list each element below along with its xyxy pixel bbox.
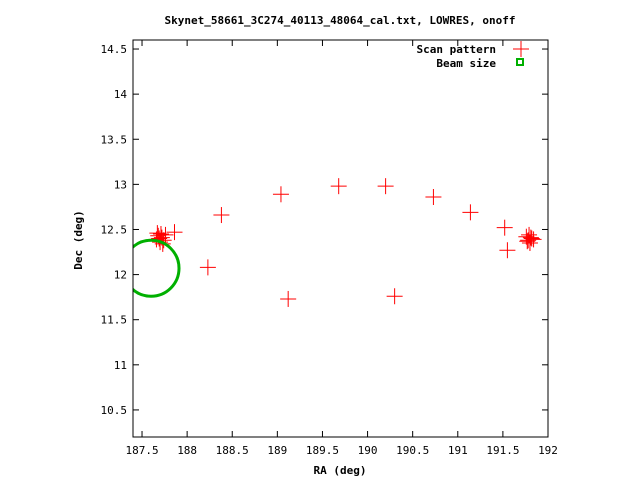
scan-point xyxy=(166,224,183,241)
x-tick-label: 188.5 xyxy=(216,444,249,457)
scan-point xyxy=(157,226,174,243)
scan-point xyxy=(199,259,216,276)
scan-point xyxy=(280,290,297,307)
scan-point xyxy=(496,219,513,236)
legend-marker-beam-size xyxy=(516,58,524,66)
y-tick-label: 13 xyxy=(114,178,127,191)
scan-point xyxy=(152,225,169,242)
legend-label-scan-pattern: Scan pattern xyxy=(417,43,496,56)
y-tick-label: 14.5 xyxy=(101,43,128,56)
scan-point xyxy=(386,288,403,305)
scan-point xyxy=(425,188,442,205)
y-tick-label: 11 xyxy=(114,359,127,372)
legend: Scan pattern Beam size xyxy=(417,41,529,70)
scan-point xyxy=(519,233,536,250)
y-tick-label: 11.5 xyxy=(101,314,128,327)
y-tick-label: 13.5 xyxy=(101,133,128,146)
x-tick-label: 190.5 xyxy=(396,444,429,457)
scan-point xyxy=(521,226,538,243)
plot-frame xyxy=(132,39,549,438)
x-tick-label: 190 xyxy=(358,444,378,457)
x-tick-label: 192 xyxy=(538,444,558,457)
x-axis-label: RA (deg) xyxy=(314,464,367,477)
x-tick-label: 187.5 xyxy=(125,444,158,457)
beam-size-circle xyxy=(133,238,181,298)
scan-point xyxy=(522,229,539,246)
scan-point xyxy=(330,178,347,195)
scan-point xyxy=(523,230,540,247)
scan-point xyxy=(462,204,479,221)
legend-label-beam-size: Beam size xyxy=(436,57,496,70)
x-tick-label: 189 xyxy=(267,444,287,457)
x-tick-label: 191 xyxy=(448,444,468,457)
y-tick-label: 12 xyxy=(114,269,127,282)
y-tick-label: 14 xyxy=(114,88,128,101)
scan-point xyxy=(377,178,394,195)
y-tick-label: 12.5 xyxy=(101,223,128,236)
y-axis-label: Dec (deg) xyxy=(72,210,85,270)
scan-point xyxy=(213,207,230,224)
x-tick-label: 189.5 xyxy=(306,444,339,457)
scan-point xyxy=(525,231,542,248)
y-tick-label: 10.5 xyxy=(101,404,128,417)
x-tick-label: 188 xyxy=(177,444,197,457)
scan-point xyxy=(499,242,516,259)
scan-point xyxy=(272,186,289,203)
legend-marker-scan-pattern xyxy=(513,41,529,57)
scan-point xyxy=(151,230,168,247)
x-tick-label: 191.5 xyxy=(486,444,519,457)
chart-title: Skynet_58661_3C274_40113_48064_cal.txt, … xyxy=(165,14,516,27)
